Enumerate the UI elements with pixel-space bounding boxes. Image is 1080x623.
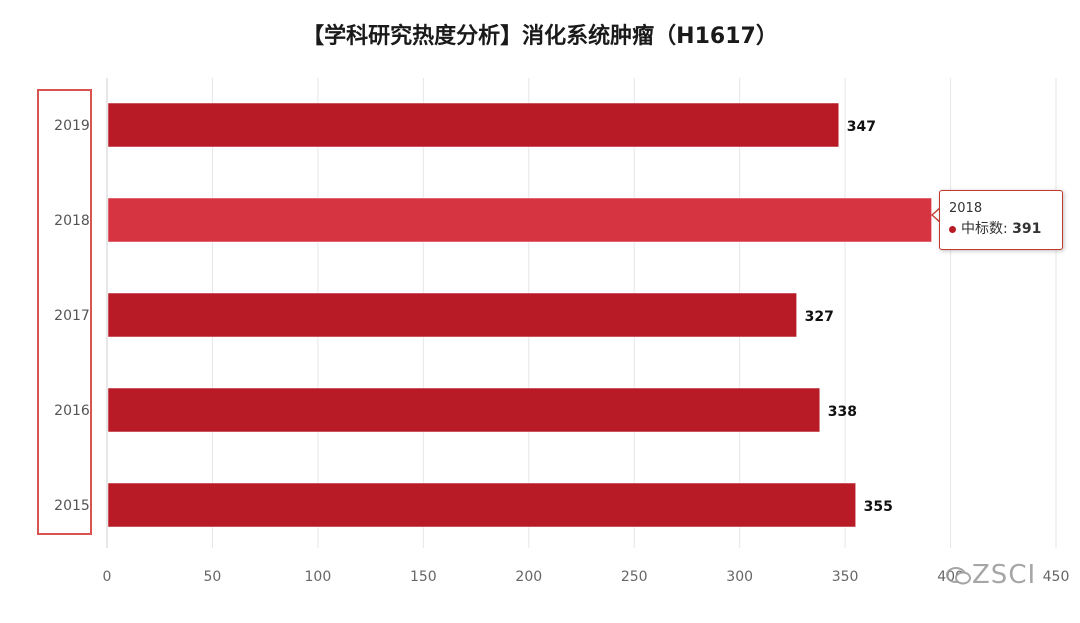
x-tick-label: 50 — [204, 569, 222, 585]
y-category-label: 2017 — [54, 308, 90, 324]
year-axis-highlight-box — [37, 89, 92, 535]
bar — [107, 102, 840, 148]
y-category-label: 2015 — [54, 498, 90, 514]
data-label: 355 — [864, 499, 893, 515]
bar — [107, 197, 932, 243]
watermark: ZSCI — [946, 560, 1066, 594]
x-tick-label: 450 — [1043, 569, 1070, 585]
x-tick-label: 100 — [305, 569, 332, 585]
watermark-text: ZSCI — [972, 560, 1037, 590]
data-label: 327 — [805, 309, 834, 325]
bar — [107, 482, 856, 528]
y-category-label: 2019 — [54, 118, 90, 134]
x-tick-label: 150 — [410, 569, 437, 585]
tooltip-category: 2018 — [949, 201, 983, 216]
x-tick-label: 350 — [832, 569, 859, 585]
tooltip-series-label: 中标数: — [961, 221, 1008, 237]
y-category-label: 2016 — [54, 403, 90, 419]
bar — [107, 292, 797, 338]
data-label: 347 — [847, 119, 876, 135]
bar — [107, 387, 821, 433]
tooltip-row: 中标数: 391 — [949, 218, 1062, 238]
y-category-label: 2018 — [54, 213, 90, 229]
x-tick-label: 0 — [103, 569, 112, 585]
tooltip-arrow-inner — [933, 208, 941, 222]
wechat-icon — [946, 566, 971, 584]
x-tick-label: 300 — [726, 569, 753, 585]
series-dot-icon — [949, 225, 956, 233]
hover-tooltip: 2018 中标数: 391 — [939, 190, 1063, 250]
chart-title: 【学科研究热度分析】消化系统肿瘤（H1617） — [302, 24, 778, 49]
tooltip-value: 391 — [1012, 221, 1042, 237]
x-tick-label: 200 — [515, 569, 542, 585]
data-label: 338 — [828, 404, 857, 420]
x-tick-label: 250 — [621, 569, 648, 585]
